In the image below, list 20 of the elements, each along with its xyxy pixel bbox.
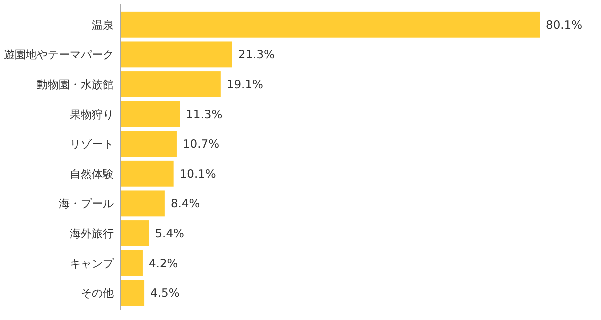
data-label: 4.5% xyxy=(150,286,180,300)
y-tick-label: 海・プール xyxy=(59,198,114,211)
data-label: 21.3% xyxy=(238,48,276,62)
data-label: 11.3% xyxy=(186,107,223,122)
y-tick-label: キャンプ xyxy=(70,257,115,270)
y-tick-label: 海外旅行 xyxy=(70,228,114,240)
y-tick-label: 動物園・水族館 xyxy=(37,78,114,92)
y-tick-label: リゾート xyxy=(70,138,114,152)
y-tick-label: 温泉 xyxy=(92,18,114,32)
data-label: 5.4% xyxy=(155,226,185,240)
data-label: 10.1% xyxy=(180,166,216,181)
data-label: 80.1% xyxy=(546,18,583,32)
data-label: 10.7% xyxy=(182,137,220,152)
y-tick-label: 果物狩り xyxy=(70,108,114,122)
data-label: 4.2% xyxy=(148,256,178,270)
y-tick-label: その他 xyxy=(81,287,114,300)
data-label: 8.4% xyxy=(170,196,200,211)
y-tick-label: 自然体験 xyxy=(70,168,114,181)
data-label: 19.1% xyxy=(226,78,264,92)
y-tick-label: 遊園地やテーマパーク xyxy=(4,48,114,62)
